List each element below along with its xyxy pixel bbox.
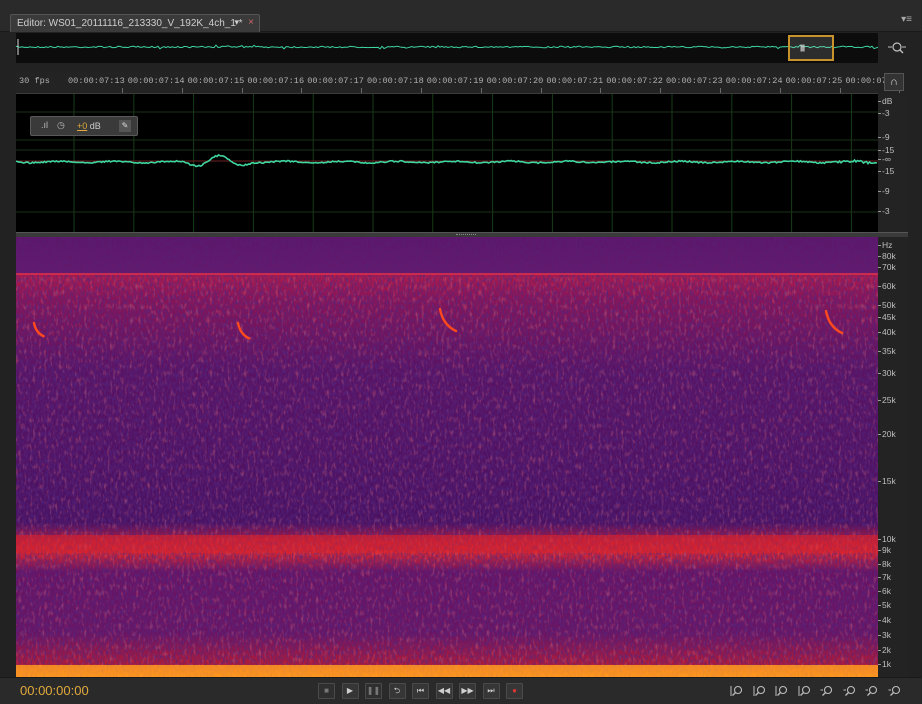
hz-scale-label: 3k bbox=[878, 630, 891, 640]
hz-scale-label: 35k bbox=[878, 346, 896, 356]
ruler-timestamp: 00:00:07:26 bbox=[845, 76, 903, 86]
ruler-timestamp: 00:00:07:23 bbox=[666, 76, 723, 86]
hz-scale-label: 1k bbox=[878, 659, 891, 669]
zoom-navigator-icon[interactable] bbox=[886, 38, 908, 60]
editor-tab-title: Editor: WS01_20111116_213330_V_192K_4ch_… bbox=[17, 18, 243, 29]
zoom-in-time-icon[interactable] bbox=[775, 684, 789, 698]
spectral-display[interactable] bbox=[16, 237, 878, 677]
fast-forward-button[interactable]: ▶▶ bbox=[459, 683, 476, 699]
db-scale-label: -∞ bbox=[878, 154, 891, 164]
spectrogram-graph bbox=[16, 237, 878, 677]
overview-waveform-graph bbox=[16, 39, 878, 55]
record-button[interactable]: ● bbox=[506, 683, 523, 699]
hz-scale-label: 25k bbox=[878, 395, 896, 405]
pause-button[interactable]: ❚❚ bbox=[365, 683, 382, 699]
bat-call-trace bbox=[236, 321, 251, 340]
zoom-in-amplitude-icon[interactable] bbox=[730, 684, 744, 698]
stop-button[interactable]: ■ bbox=[318, 683, 335, 699]
overview-waveform[interactable]: ||||| bbox=[16, 33, 878, 63]
ruler-timestamp: 00:00:07:13 bbox=[68, 76, 125, 86]
tab-dropdown-icon[interactable]: ▾ bbox=[234, 17, 239, 27]
editor-tab[interactable]: Editor: WS01_20111116_213330_V_192K_4ch_… bbox=[10, 14, 260, 32]
db-scale-label: -3 bbox=[878, 108, 890, 118]
db-scale-label: dB bbox=[877, 96, 893, 106]
hud-gain-control[interactable]: .ıl ◷ +0 dB ✎ bbox=[30, 116, 138, 136]
ruler-timestamp: 00:00:07:14 bbox=[127, 76, 185, 86]
panel-divider[interactable] bbox=[16, 232, 908, 237]
ruler-timestamp: 00:00:07:16 bbox=[247, 76, 305, 86]
waveform-panel[interactable]: .ıl ◷ +0 dB ✎ bbox=[16, 94, 878, 232]
zoom-out-time-icon[interactable] bbox=[798, 684, 812, 698]
db-scale-label: -3 bbox=[878, 206, 890, 216]
meter-icon: .ıl bbox=[41, 120, 49, 130]
hz-scale-label: 7k bbox=[878, 572, 891, 582]
hz-scale-label: 30k bbox=[878, 368, 896, 378]
clock-icon[interactable]: ◷ bbox=[57, 120, 65, 130]
hz-scale-label: Hz bbox=[877, 240, 893, 250]
editor-tab-bar: Editor: WS01_20111116_213330_V_192K_4ch_… bbox=[0, 0, 922, 32]
hz-scale: Hz 80k 70k 60k 50k 45k 40k 35k 30k 25k 20k 15k 10k 9k… bbox=[877, 237, 908, 677]
loop-button[interactable]: ⮌ bbox=[388, 683, 406, 699]
hz-scale-label: 70k bbox=[878, 262, 896, 272]
panel-menu-icon[interactable]: ▾≡ bbox=[901, 14, 912, 25]
ruler-timestamp: 00:00:07:22 bbox=[606, 76, 663, 86]
zoom-full-icon[interactable] bbox=[820, 684, 834, 698]
hz-scale-label: 50k bbox=[878, 300, 896, 310]
tab-close-icon[interactable]: × bbox=[248, 17, 254, 28]
db-scale: dB -3 -9 -15 -∞ -15 -9 -3 bbox=[877, 94, 908, 232]
ruler-timestamp: 00:00:07:15 bbox=[187, 76, 245, 86]
hz-scale-label: 6k bbox=[878, 586, 891, 596]
bat-call-trace bbox=[32, 321, 45, 338]
viewport-grip-icon: ||||| bbox=[800, 45, 805, 52]
zoom-in-right-icon[interactable] bbox=[865, 684, 879, 698]
bat-call-trace bbox=[824, 309, 844, 335]
current-time-display[interactable]: 00:00:00:00 bbox=[20, 683, 89, 698]
db-scale-label: -15 bbox=[877, 145, 895, 155]
bat-call-trace bbox=[438, 307, 458, 333]
hz-scale-label: 60k bbox=[878, 281, 896, 291]
hz-scale-label: 9k bbox=[878, 545, 891, 555]
transport-bar: 00:00:00:00 ■ ▶ ❚❚ ⮌ ⏮ ◀◀ ▶▶ ⏭ ● bbox=[0, 677, 922, 704]
pin-icon[interactable]: ✎ bbox=[119, 120, 131, 132]
hz-scale-label: 5k bbox=[878, 600, 891, 610]
hud-gain-value[interactable]: +0 dB bbox=[77, 121, 101, 131]
zoom-out-amplitude-icon[interactable] bbox=[753, 684, 767, 698]
ruler-timestamp: 00:00:07:24 bbox=[725, 76, 783, 86]
ruler-timestamp: 00:00:07:21 bbox=[546, 76, 604, 86]
ruler-timestamp: 00:00:07:25 bbox=[785, 76, 843, 86]
rewind-button[interactable]: ◀◀ bbox=[435, 683, 453, 699]
hz-scale-label: 2k bbox=[878, 645, 891, 655]
ruler-timestamp: 00:00:07:17 bbox=[307, 76, 364, 86]
go-to-start-button[interactable]: ⏮ bbox=[412, 683, 429, 699]
hz-scale-label: 8k bbox=[878, 559, 891, 569]
play-button[interactable]: ▶ bbox=[341, 683, 359, 699]
go-to-end-button[interactable]: ⏭ bbox=[482, 683, 500, 699]
frame-rate-label: 30 fps bbox=[19, 76, 50, 86]
hz-scale-label: 4k bbox=[878, 615, 891, 625]
db-scale-label: -15 bbox=[877, 166, 895, 176]
db-scale-label: -9 bbox=[878, 132, 890, 142]
waveform-graph bbox=[16, 94, 878, 232]
hz-scale-label: 45k bbox=[878, 312, 896, 322]
hz-scale-label: 15k bbox=[878, 476, 896, 486]
zoom-in-left-icon[interactable] bbox=[843, 684, 857, 698]
time-ruler[interactable]: 30 fps 00:00:07:13 00:00:07:14 00:00:07:15… bbox=[16, 72, 902, 94]
zoom-selection-icon[interactable] bbox=[888, 684, 902, 698]
overview-viewport-handle[interactable]: ||||| bbox=[788, 35, 834, 61]
hz-scale-label: 80k bbox=[878, 251, 896, 261]
hz-scale-label: 20k bbox=[878, 429, 896, 439]
hz-scale-label: 10k bbox=[878, 534, 896, 544]
ruler-timestamp: 00:00:07:18 bbox=[367, 76, 424, 86]
ruler-timestamp: 00:00:07:20 bbox=[486, 76, 544, 86]
snap-magnet-button[interactable]: ∩ bbox=[884, 73, 904, 91]
hz-scale-label: 40k bbox=[878, 327, 896, 337]
db-scale-label: -9 bbox=[878, 186, 890, 196]
ruler-timestamp: 00:00:07:19 bbox=[426, 76, 484, 86]
